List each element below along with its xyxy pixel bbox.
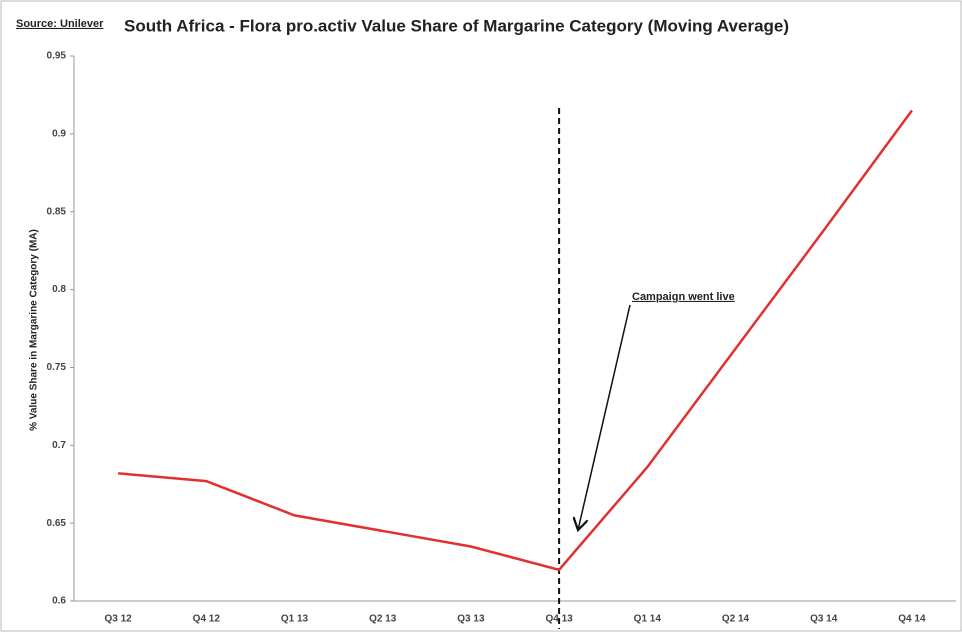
y-tick-label: 0.8 (52, 284, 66, 295)
x-tick-label: Q1 13 (281, 614, 309, 625)
y-tick-label: 0.95 (47, 51, 67, 62)
x-tick-label: Q2 13 (369, 614, 397, 625)
y-tick-label: 0.85 (47, 206, 67, 217)
x-tick-label: Q3 14 (810, 614, 838, 625)
x-tick-label: Q4 14 (898, 614, 926, 625)
x-tick-label: Q3 13 (457, 614, 485, 625)
y-tick-label: 0.75 (47, 362, 67, 373)
y-tick-label: 0.9 (52, 128, 66, 139)
y-tick-label: 0.6 (52, 596, 66, 607)
annotation-arrow (578, 304, 631, 530)
annotation: Campaign went live (632, 291, 735, 303)
source: Source: Unilever (16, 18, 104, 30)
chart-title: South Africa - Flora pro.activ Value Sha… (124, 16, 789, 35)
y-tick-label: 0.65 (47, 518, 67, 529)
x-tick-label: Q4 12 (193, 614, 221, 625)
x-tick-label: Q2 14 (722, 614, 750, 625)
y-axis-label: % Value Share in Margarine Category (MA) (29, 229, 40, 431)
line-series (117, 109, 913, 572)
y-tick-label: 0.7 (52, 440, 66, 451)
x-tick-label: Q3 12 (104, 614, 132, 625)
x-tick-label: Q1 14 (634, 614, 662, 625)
